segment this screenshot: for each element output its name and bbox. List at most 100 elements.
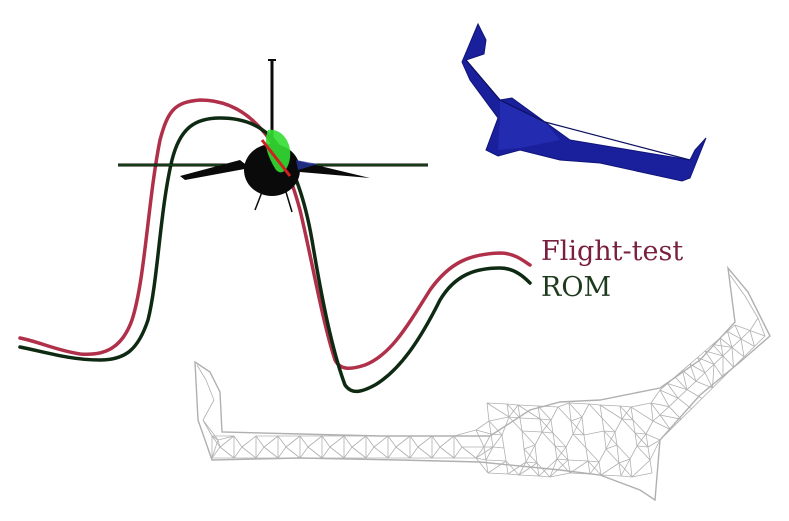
mesh-edge <box>567 459 589 462</box>
mesh-edge <box>255 435 265 448</box>
mesh-edge <box>727 331 733 348</box>
mesh-edge <box>667 383 679 399</box>
mesh-edge <box>636 445 651 461</box>
mesh-edge <box>508 416 521 419</box>
mesh-edge <box>740 330 751 340</box>
mesh-edge <box>549 459 569 478</box>
mesh-edge <box>599 404 603 419</box>
mesh-edge <box>549 458 558 478</box>
mesh-edge <box>686 380 697 390</box>
mesh-edge <box>475 446 485 459</box>
mesh-edge <box>712 344 733 348</box>
mesh-edge <box>682 363 691 371</box>
mesh-edge <box>523 444 536 450</box>
mesh-edge <box>568 402 583 418</box>
solid-wing-shading <box>498 100 560 150</box>
mesh-edge <box>744 295 759 319</box>
mesh-edge <box>263 446 279 459</box>
mesh-edge <box>556 458 571 474</box>
mesh-edge <box>572 416 583 435</box>
mesh-edge <box>631 472 653 478</box>
mesh-edge <box>483 433 492 448</box>
mesh-edge <box>581 416 585 436</box>
mesh-edge <box>682 370 697 382</box>
mesh-edge <box>682 370 688 390</box>
mesh-edge <box>557 406 572 422</box>
mesh-edge <box>659 406 670 416</box>
mesh-edge <box>600 462 620 476</box>
mesh-edge <box>757 317 766 337</box>
mesh-edge <box>521 430 543 433</box>
mesh-edge <box>583 434 587 449</box>
mesh-edge <box>605 431 616 450</box>
mesh-edge <box>749 330 766 337</box>
mesh-edge <box>205 379 215 401</box>
mesh-edge <box>670 418 682 430</box>
aircraft-right-gear <box>285 191 293 213</box>
mesh-edge <box>523 448 538 464</box>
mesh-edge <box>233 435 243 448</box>
mesh-edge <box>713 364 724 378</box>
mesh-edge <box>632 419 647 435</box>
mesh-edge <box>241 446 257 459</box>
mesh-edge <box>712 344 724 357</box>
mesh-edge <box>588 403 603 419</box>
mesh-edge <box>307 446 323 459</box>
mesh-edge <box>501 416 510 436</box>
mesh-edge <box>603 430 616 433</box>
mesh-edge <box>722 347 733 357</box>
mesh-edge <box>585 447 600 463</box>
mesh-edge <box>521 430 525 450</box>
mesh-edge <box>329 446 345 459</box>
mesh-edge <box>659 414 682 420</box>
mesh-edge <box>351 446 367 459</box>
mesh-edge <box>217 439 221 448</box>
mesh-edge <box>365 446 375 459</box>
mesh-edge <box>645 433 649 448</box>
mesh-edge <box>667 383 688 391</box>
mesh-edge <box>507 461 527 475</box>
mesh-edge <box>677 389 688 399</box>
mesh-edge <box>475 429 492 435</box>
mesh-edge <box>211 435 221 448</box>
mesh-edge <box>439 446 455 459</box>
mesh-edge <box>650 389 661 404</box>
mesh-edge <box>519 417 523 432</box>
mesh-edge <box>598 461 602 476</box>
mesh-edge <box>649 459 653 474</box>
mesh-edge <box>704 364 715 374</box>
mesh-edge <box>488 420 492 435</box>
mesh-edge <box>704 372 713 389</box>
mesh-edge <box>588 403 601 406</box>
aircraft-red-marker <box>260 139 292 177</box>
mesh-edge <box>572 433 587 449</box>
mesh-edge <box>713 355 724 365</box>
mesh-edge <box>517 404 541 420</box>
mesh-edge <box>712 364 715 389</box>
mesh-edge <box>634 432 647 435</box>
mesh-edge <box>549 472 571 478</box>
mesh-edge <box>503 447 507 462</box>
wireframe-wing-outline <box>194 265 771 502</box>
mesh-edge <box>668 397 679 407</box>
mesh-edge <box>719 337 724 356</box>
mesh-edge <box>202 399 215 421</box>
mesh-edge <box>453 429 477 437</box>
aircraft-left-gear <box>254 191 263 211</box>
mesh-edge <box>507 473 520 476</box>
mesh-edge <box>731 338 742 348</box>
aircraft-left-wing-root <box>180 160 250 180</box>
mesh-edge <box>749 330 755 347</box>
mesh-edge <box>601 417 616 433</box>
mesh-edge <box>601 417 605 432</box>
mesh-edge <box>603 430 618 446</box>
mesh-edge <box>727 331 742 340</box>
mesh-edge <box>695 372 706 382</box>
mesh-edge <box>395 435 411 448</box>
mesh-edge <box>211 439 219 459</box>
mesh-edge <box>674 376 688 390</box>
mesh-edge <box>695 380 713 389</box>
mesh-edge <box>600 474 622 477</box>
mesh-edge <box>343 435 353 448</box>
mesh-edge <box>485 459 489 474</box>
